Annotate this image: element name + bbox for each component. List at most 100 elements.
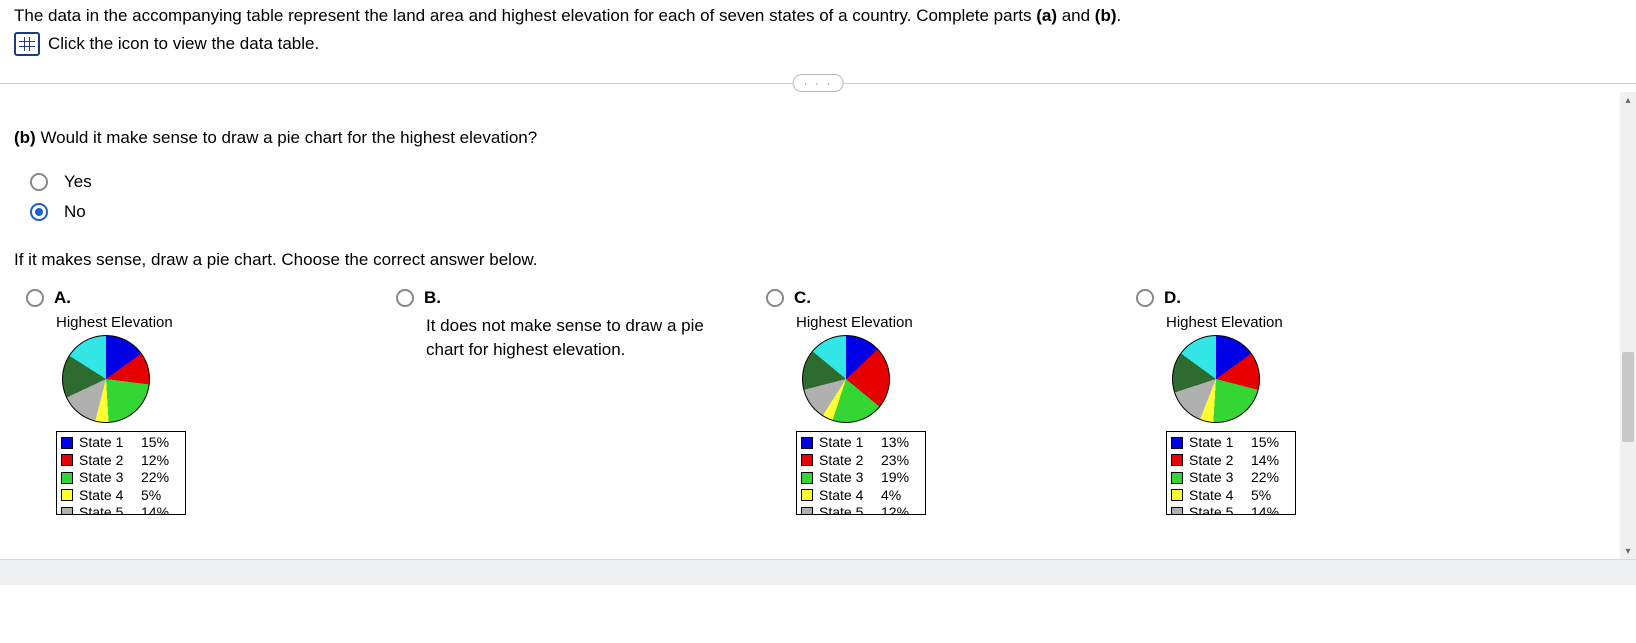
legend-value: 5% <box>141 487 161 505</box>
radio-yes[interactable] <box>30 173 48 191</box>
scroll-up-icon[interactable]: ▴ <box>1620 92 1636 108</box>
question-header: The data in the accompanying table repre… <box>0 0 1636 66</box>
legend-swatch <box>801 437 813 449</box>
legend-swatch <box>1171 489 1183 501</box>
legend-label: State 5 <box>1189 504 1245 515</box>
legend-value: 5% <box>1251 487 1271 505</box>
legend-row: State 115% <box>61 434 181 452</box>
legend-value: 22% <box>141 469 169 487</box>
legend-row: State 5 14% <box>1171 504 1291 515</box>
legend-value: 14% <box>1251 504 1279 515</box>
legend-row: State 512% <box>801 504 921 515</box>
option-b-text: It does not make sense to draw a pie cha… <box>426 314 746 362</box>
legend-swatch <box>61 472 73 484</box>
section-divider: · · · <box>0 74 1636 92</box>
legend-swatch <box>61 507 73 515</box>
radio-option-b[interactable] <box>396 289 414 307</box>
legend-swatch <box>1171 472 1183 484</box>
legend-label: State 4 <box>1189 487 1245 505</box>
legend-label: State 2 <box>819 452 875 470</box>
legend-value: 12% <box>141 452 169 470</box>
prompt-main: The data in the accompanying table repre… <box>14 6 1036 25</box>
option-c-letter: C. <box>794 288 811 308</box>
part-b-question: (b) Would it make sense to draw a pie ch… <box>14 128 1622 148</box>
legend-label: State 1 <box>1189 434 1245 452</box>
legend-label: State 4 <box>79 487 135 505</box>
option-c-pie <box>802 335 890 423</box>
option-c-pie-wrap <box>802 335 1136 423</box>
option-d-pie <box>1172 335 1260 423</box>
prompt-bold-a: (a) <box>1036 6 1057 25</box>
legend-row: State 322% <box>61 469 181 487</box>
legend-row: State 2 14% <box>1171 452 1291 470</box>
click-icon-text: Click the icon to view the data table. <box>48 34 319 54</box>
prompt-bold-b: (b) <box>1095 6 1117 25</box>
legend-row: State 4 5% <box>61 487 181 505</box>
answer-scroll-area: (b) Would it make sense to draw a pie ch… <box>0 92 1636 559</box>
part-b-text: Would it make sense to draw a pie chart … <box>36 128 537 147</box>
legend-label: State 1 <box>819 434 875 452</box>
prompt-period: . <box>1117 6 1122 25</box>
legend-value: 22% <box>1251 469 1279 487</box>
option-c-title: Highest Elevation <box>796 314 1136 331</box>
legend-swatch <box>801 507 813 515</box>
legend-swatch <box>801 472 813 484</box>
legend-label: State 4 <box>819 487 875 505</box>
data-table-icon[interactable] <box>14 32 40 56</box>
legend-swatch <box>61 454 73 466</box>
scroll-thumb[interactable] <box>1622 352 1634 442</box>
radio-no[interactable] <box>30 203 48 221</box>
radio-option-a[interactable] <box>26 289 44 307</box>
yes-no-radio-group: Yes No <box>30 172 1622 222</box>
legend-value: 23% <box>881 452 909 470</box>
legend-label: State 2 <box>79 452 135 470</box>
legend-label: State 5 <box>819 504 875 515</box>
legend-value: 4% <box>881 487 901 505</box>
legend-value: 14% <box>1251 452 1279 470</box>
prompt-text: The data in the accompanying table repre… <box>14 6 1622 26</box>
option-a-pie <box>62 335 150 423</box>
scroll-down-icon[interactable]: ▾ <box>1620 543 1636 559</box>
sub-prompt: If it makes sense, draw a pie chart. Cho… <box>14 250 1622 270</box>
legend-row: State 113% <box>801 434 921 452</box>
expand-pill[interactable]: · · · <box>793 74 844 92</box>
legend-swatch <box>61 489 73 501</box>
radio-yes-label: Yes <box>64 172 92 192</box>
option-d-letter: D. <box>1164 288 1181 308</box>
option-c-legend: State 113%State 223%State 319%State 44%S… <box>796 431 926 515</box>
answer-options-row: A. Highest Elevation State 115%State 212… <box>26 288 1622 515</box>
option-c: C. Highest Elevation State 113%State 2 23… <box>766 288 1136 515</box>
legend-row: State 514% <box>61 504 181 515</box>
part-b-label: (b) <box>14 128 36 147</box>
option-a: A. Highest Elevation State 115%State 2 12… <box>26 288 396 515</box>
option-a-letter: A. <box>54 288 71 308</box>
legend-swatch <box>1171 454 1183 466</box>
legend-swatch <box>801 454 813 466</box>
radio-option-d[interactable] <box>1136 289 1154 307</box>
legend-row: State 4 4% <box>801 487 921 505</box>
option-d-pie-wrap <box>1172 335 1506 423</box>
legend-value: 15% <box>1251 434 1279 452</box>
radio-option-c[interactable] <box>766 289 784 307</box>
radio-no-label: No <box>64 202 86 222</box>
option-d-title: Highest Elevation <box>1166 314 1506 331</box>
legend-value: 15% <box>141 434 169 452</box>
option-d-legend: State 115%State 214%State 322%State 45%S… <box>1166 431 1296 515</box>
option-a-title: Highest Elevation <box>56 314 396 331</box>
legend-row: State 2 12% <box>61 452 181 470</box>
legend-row: State 1 15% <box>1171 434 1291 452</box>
option-b-letter: B. <box>424 288 441 308</box>
legend-row: State 3 19% <box>801 469 921 487</box>
option-a-pie-wrap <box>62 335 396 423</box>
legend-label: State 2 <box>1189 452 1245 470</box>
prompt-and: and <box>1057 6 1095 25</box>
legend-row: State 322% <box>1171 469 1291 487</box>
legend-label: State 5 <box>79 504 135 515</box>
legend-swatch <box>61 437 73 449</box>
legend-label: State 3 <box>819 469 875 487</box>
legend-value: 19% <box>881 469 909 487</box>
legend-row: State 2 23% <box>801 452 921 470</box>
vertical-scrollbar[interactable]: ▴ ▾ <box>1620 92 1636 559</box>
legend-swatch <box>801 489 813 501</box>
option-a-legend: State 115%State 212%State 322%State 45%S… <box>56 431 186 515</box>
